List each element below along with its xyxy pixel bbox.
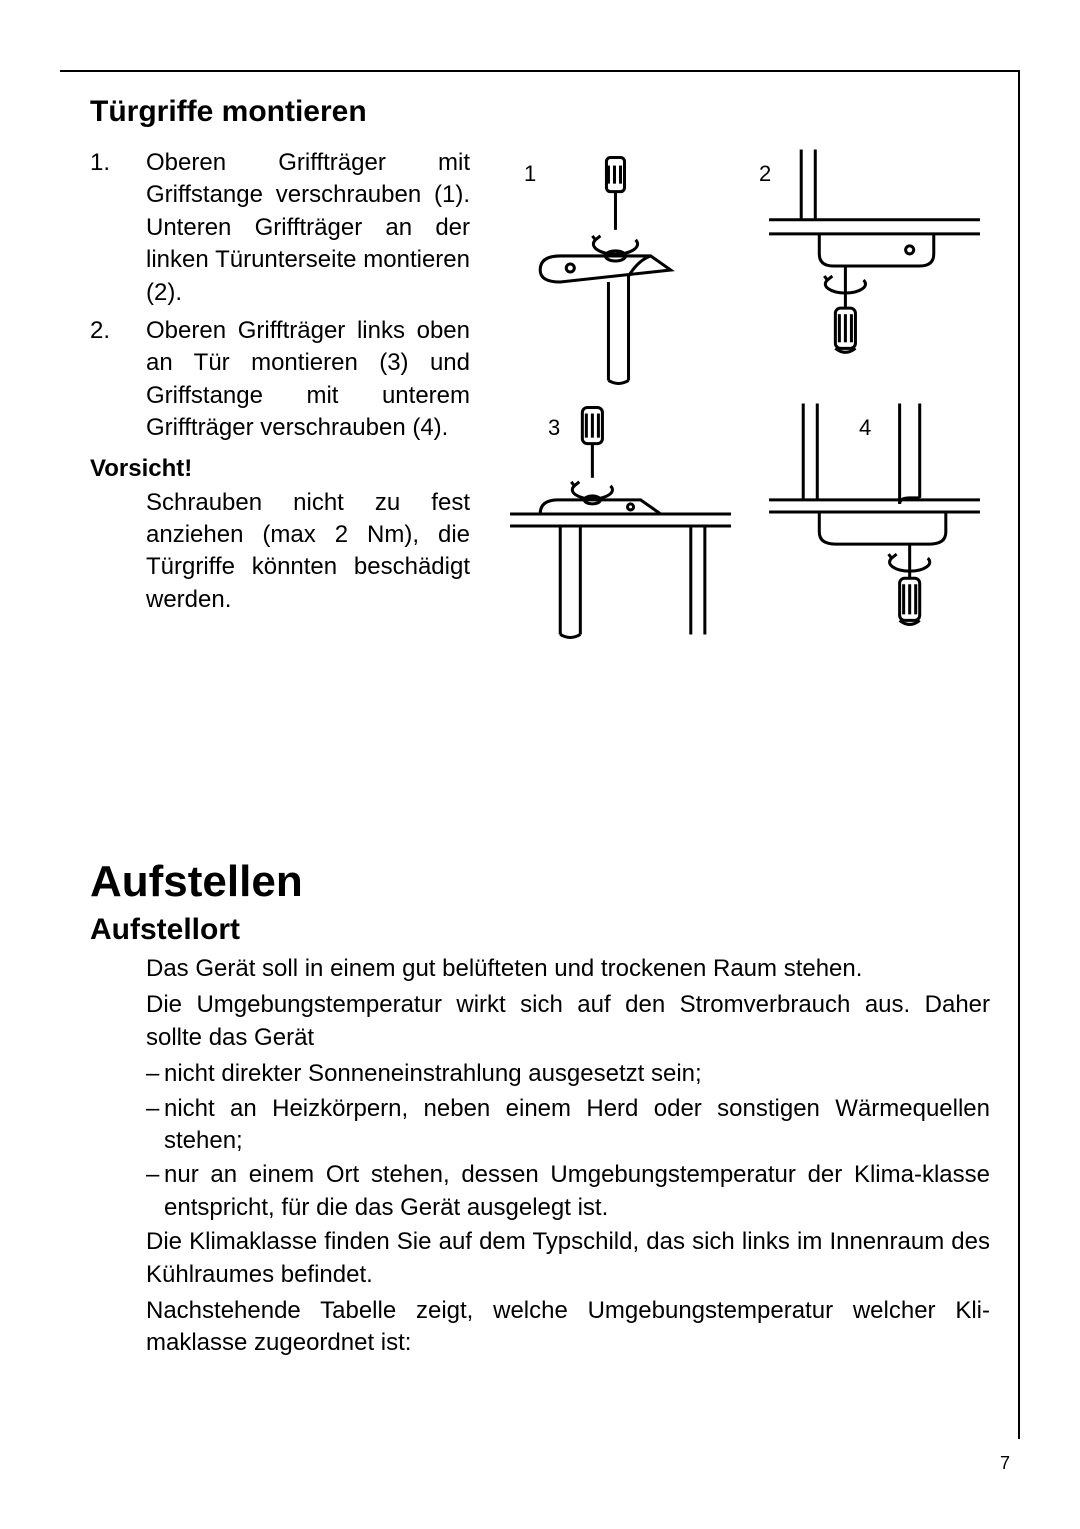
bullet-text: nur an einem Ort stehen, dessen Umgebung… bbox=[164, 1159, 990, 1224]
section2-main-heading: Aufstellen bbox=[90, 857, 990, 907]
section2: Aufstellen Aufstellort Das Gerät soll in… bbox=[90, 857, 990, 1360]
figure-label: 2 bbox=[759, 161, 771, 187]
step-item: 1. Oberen Griffträger mit Griffstange ve… bbox=[90, 147, 470, 309]
page-content: Türgriffe montieren 1. Oberen Griffträge… bbox=[90, 95, 990, 1439]
vertical-spacer bbox=[90, 627, 990, 857]
step-text: Oberen Griffträger mit Griffstange versc… bbox=[146, 147, 470, 309]
section1-figure-column: 1 bbox=[500, 147, 990, 627]
bullet-dash: – bbox=[146, 1093, 164, 1158]
figure-cell-1: 1 bbox=[500, 147, 741, 393]
figure-grid: 1 bbox=[500, 147, 990, 627]
paragraph: Das Gerät soll in einem gut belüfteten u… bbox=[146, 953, 990, 985]
page-number: 7 bbox=[1000, 1453, 1010, 1474]
bullet-item: – nur an einem Ort stehen, dessen Umgebu… bbox=[146, 1159, 990, 1224]
step-number: 2. bbox=[90, 315, 146, 445]
paragraph: Nachstehende Tabelle zeigt, welche Umgeb… bbox=[146, 1295, 990, 1360]
manual-page: Türgriffe montieren 1. Oberen Griffträge… bbox=[0, 0, 1080, 1529]
bullet-list: – nicht direkter Sonneneinstrahlung ausg… bbox=[146, 1058, 990, 1224]
bullet-text: nicht direkter Sonneneinstrahlung ausges… bbox=[164, 1058, 990, 1090]
paragraph: Die Klimaklasse finden Sie auf dem Typsc… bbox=[146, 1226, 990, 1291]
bullet-item: – nicht direkter Sonneneinstrahlung ausg… bbox=[146, 1058, 990, 1090]
section1-body: 1. Oberen Griffträger mit Griffstange ve… bbox=[90, 147, 990, 627]
caution-label: Vorsicht! bbox=[90, 455, 470, 483]
bullet-dash: – bbox=[146, 1159, 164, 1224]
section1-text-column: 1. Oberen Griffträger mit Griffstange ve… bbox=[90, 147, 470, 627]
figure-label: 3 bbox=[548, 415, 560, 441]
bullet-text: nicht an Heizkörpern, neben einem Herd o… bbox=[164, 1093, 990, 1158]
section1-heading: Türgriffe montieren bbox=[90, 95, 990, 129]
figure-2-svg bbox=[749, 147, 990, 393]
bullet-dash: – bbox=[146, 1058, 164, 1090]
figure-cell-3: 3 bbox=[500, 401, 741, 647]
figure-3-svg bbox=[500, 401, 741, 647]
caution-text: Schrauben nicht zu fest anziehen (max 2 … bbox=[146, 487, 470, 617]
step-number: 1. bbox=[90, 147, 146, 309]
figure-cell-2: 2 bbox=[749, 147, 990, 393]
figure-cell-4: 4 bbox=[749, 401, 990, 647]
bullet-item: – nicht an Heizkörpern, neben einem Herd… bbox=[146, 1093, 990, 1158]
figure-label: 1 bbox=[524, 161, 536, 187]
step-text: Oberen Griffträger links oben an Tür mon… bbox=[146, 315, 470, 445]
paragraph: Die Umgebungstemperatur wirkt sich auf d… bbox=[146, 989, 990, 1054]
figure-label: 4 bbox=[859, 415, 871, 441]
steps-list: 1. Oberen Griffträger mit Griffstange ve… bbox=[90, 147, 470, 445]
section2-sub-heading: Aufstellort bbox=[90, 913, 990, 947]
step-item: 2. Oberen Griffträger links oben an Tür … bbox=[90, 315, 470, 445]
